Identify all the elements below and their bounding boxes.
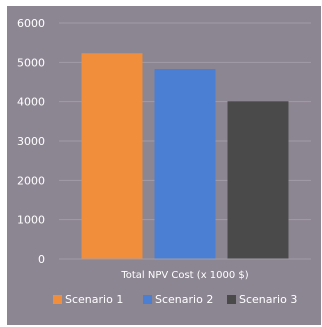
chart-area: 0 1000 2000 3000 4000 5000 6000 Total NPV Cost… [7, 6, 321, 325]
bars [81, 53, 289, 259]
y-tick-label: 3000 [17, 135, 45, 148]
legend-swatch [227, 295, 236, 304]
y-tick-label: 0 [38, 253, 45, 266]
legend-item-scenario-2: Scenario 2 [143, 293, 213, 306]
y-tick-label: 1000 [17, 214, 45, 227]
legend-item-scenario-1: Scenario 1 [53, 293, 123, 306]
y-axis-ticks: 0 1000 2000 3000 4000 5000 6000 [17, 17, 45, 266]
y-tick-label: 6000 [17, 17, 45, 30]
legend-label: Scenario 2 [155, 293, 213, 306]
legend-label: Scenario 3 [239, 293, 297, 306]
legend-swatch [143, 295, 152, 304]
legend-label: Scenario 1 [65, 293, 123, 306]
legend: Scenario 1 Scenario 2 Scenario 3 [53, 293, 297, 306]
x-axis-title: Total NPV Cost (x 1000 $) [120, 270, 248, 281]
bar-scenario-2 [154, 69, 216, 259]
bar-scenario-3 [227, 101, 289, 259]
y-tick-label: 2000 [17, 174, 45, 187]
bar-chart: 0 1000 2000 3000 4000 5000 6000 Total NPV Cost… [17, 17, 311, 306]
y-tick-label: 4000 [17, 96, 45, 109]
legend-swatch [53, 295, 62, 304]
bar-scenario-1 [81, 53, 143, 259]
y-tick-label: 5000 [17, 56, 45, 69]
legend-item-scenario-3: Scenario 3 [227, 293, 297, 306]
